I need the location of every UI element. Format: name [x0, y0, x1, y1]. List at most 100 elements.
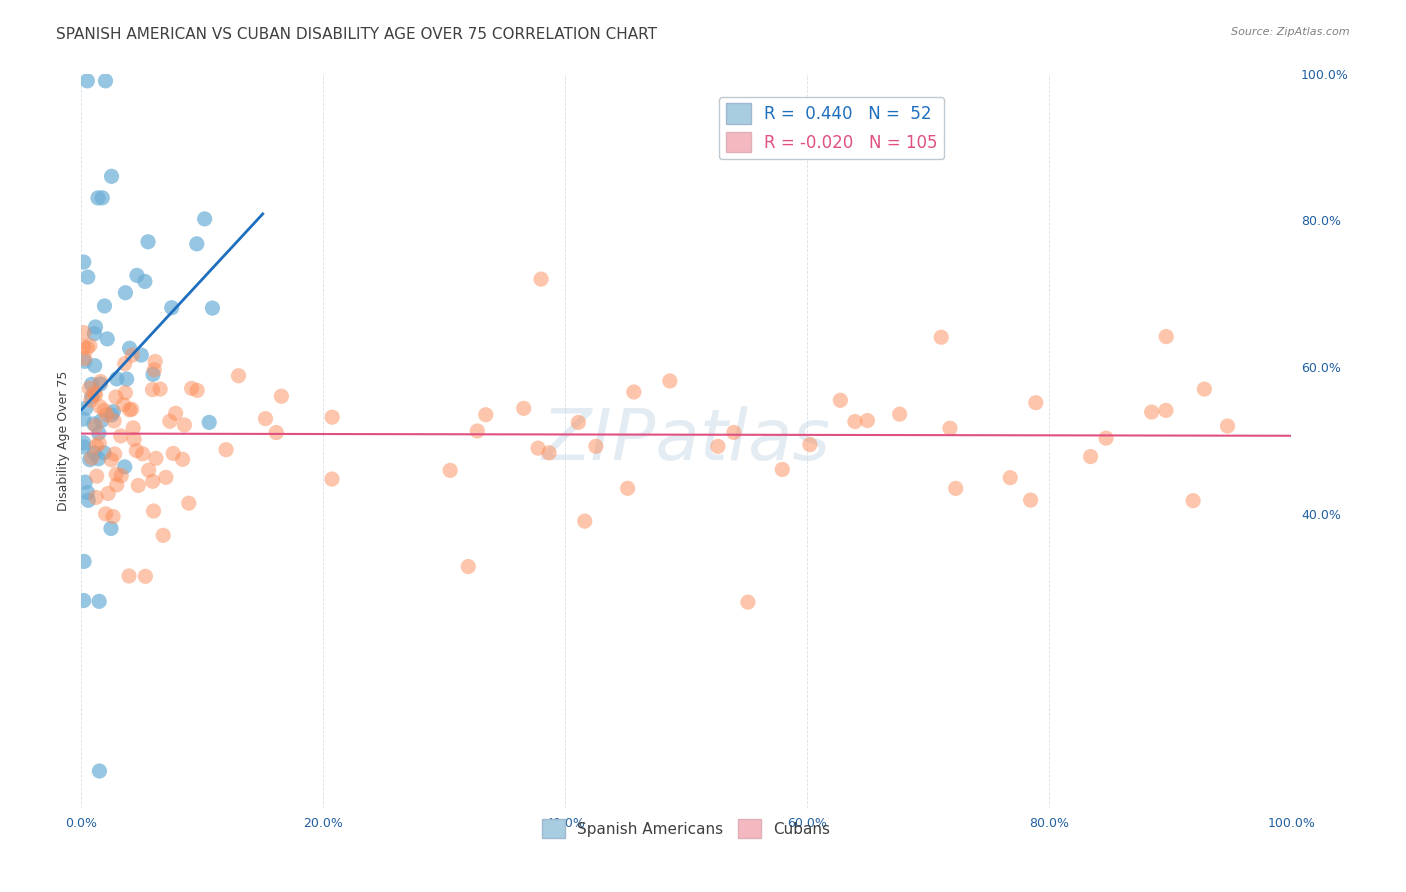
Point [103, 414, 125, 428]
Point [129, 348, 152, 362]
Point [73, 326, 96, 340]
Point [100, 408, 122, 422]
Point [844, 415, 866, 429]
Point [574, 514, 596, 528]
Point [73, 435, 96, 450]
Point [142, 504, 165, 518]
Point [84, 388, 107, 402]
Point [103, 405, 125, 419]
Point [100, 452, 122, 467]
Point [105, 478, 128, 492]
Point [321, 472, 343, 486]
Point [830, 393, 852, 408]
Point [254, 411, 277, 425]
Point [121, 402, 143, 417]
Point [100, 521, 122, 535]
Point [707, 439, 730, 453]
Point [1194, 382, 1216, 396]
Point [623, 384, 645, 399]
Point [105, 372, 128, 386]
Point [73, 354, 96, 368]
Point [114, 285, 136, 300]
Point [152, 528, 174, 542]
Point [118, 569, 141, 583]
Point [79, 338, 101, 352]
Point [155, 470, 177, 484]
Point [79, 381, 101, 395]
Point [89, 764, 111, 778]
Point [105, 467, 128, 482]
Point [94, 507, 117, 521]
Point [83, 446, 105, 460]
Point [194, 211, 217, 226]
Point [465, 424, 488, 438]
Point [1154, 403, 1177, 417]
Point [96, 332, 118, 346]
Point [264, 425, 287, 440]
Point [1140, 405, 1163, 419]
Point [118, 402, 141, 417]
Point [80, 392, 103, 407]
Point [89, 594, 111, 608]
Point [929, 330, 952, 344]
Point [93, 403, 115, 417]
Point [87, 451, 110, 466]
Point [121, 348, 143, 362]
Point [770, 462, 793, 476]
Point [228, 368, 250, 383]
Point [723, 425, 745, 440]
Point [201, 301, 224, 315]
Point [96, 408, 118, 422]
Point [91, 191, 114, 205]
Point [616, 481, 638, 495]
Point [86, 439, 108, 453]
Point [100, 169, 122, 184]
Point [73, 440, 96, 454]
Text: SPANISH AMERICAN VS CUBAN DISABILITY AGE OVER 75 CORRELATION CHART: SPANISH AMERICAN VS CUBAN DISABILITY AGE… [56, 27, 657, 42]
Point [856, 413, 879, 427]
Point [118, 341, 141, 355]
Point [270, 389, 292, 403]
Text: ZIPatlas: ZIPatlas [541, 406, 831, 475]
Point [321, 410, 343, 425]
Point [122, 433, 145, 447]
Point [457, 559, 479, 574]
Point [76, 341, 98, 355]
Point [145, 451, 167, 466]
Point [136, 235, 159, 249]
Point [83, 326, 105, 341]
Point [1216, 419, 1239, 434]
Point [143, 363, 166, 377]
Point [93, 446, 115, 460]
Point [76, 74, 98, 88]
Point [86, 469, 108, 483]
Text: Source: ZipAtlas.com: Source: ZipAtlas.com [1232, 27, 1350, 37]
Point [799, 437, 821, 451]
Point [527, 441, 550, 455]
Point [1095, 431, 1118, 445]
Legend: Spanish Americans, Cubans: Spanish Americans, Cubans [536, 814, 837, 844]
Y-axis label: Disability Age Over 75: Disability Age Over 75 [58, 370, 70, 511]
Point [83, 417, 105, 431]
Point [110, 429, 132, 443]
Point [1182, 493, 1205, 508]
Point [75, 475, 97, 489]
Point [585, 439, 607, 453]
Point [101, 509, 124, 524]
Point [142, 368, 165, 382]
Point [94, 74, 117, 88]
Point [90, 413, 112, 427]
Point [198, 416, 221, 430]
Point [73, 340, 96, 354]
Point [79, 452, 101, 467]
Point [73, 593, 96, 607]
Point [87, 426, 110, 441]
Point [114, 459, 136, 474]
Point [530, 272, 553, 286]
Point [110, 468, 132, 483]
Point [87, 191, 110, 205]
Point [143, 354, 166, 368]
Point [131, 447, 153, 461]
Point [512, 401, 534, 416]
Point [89, 400, 111, 414]
